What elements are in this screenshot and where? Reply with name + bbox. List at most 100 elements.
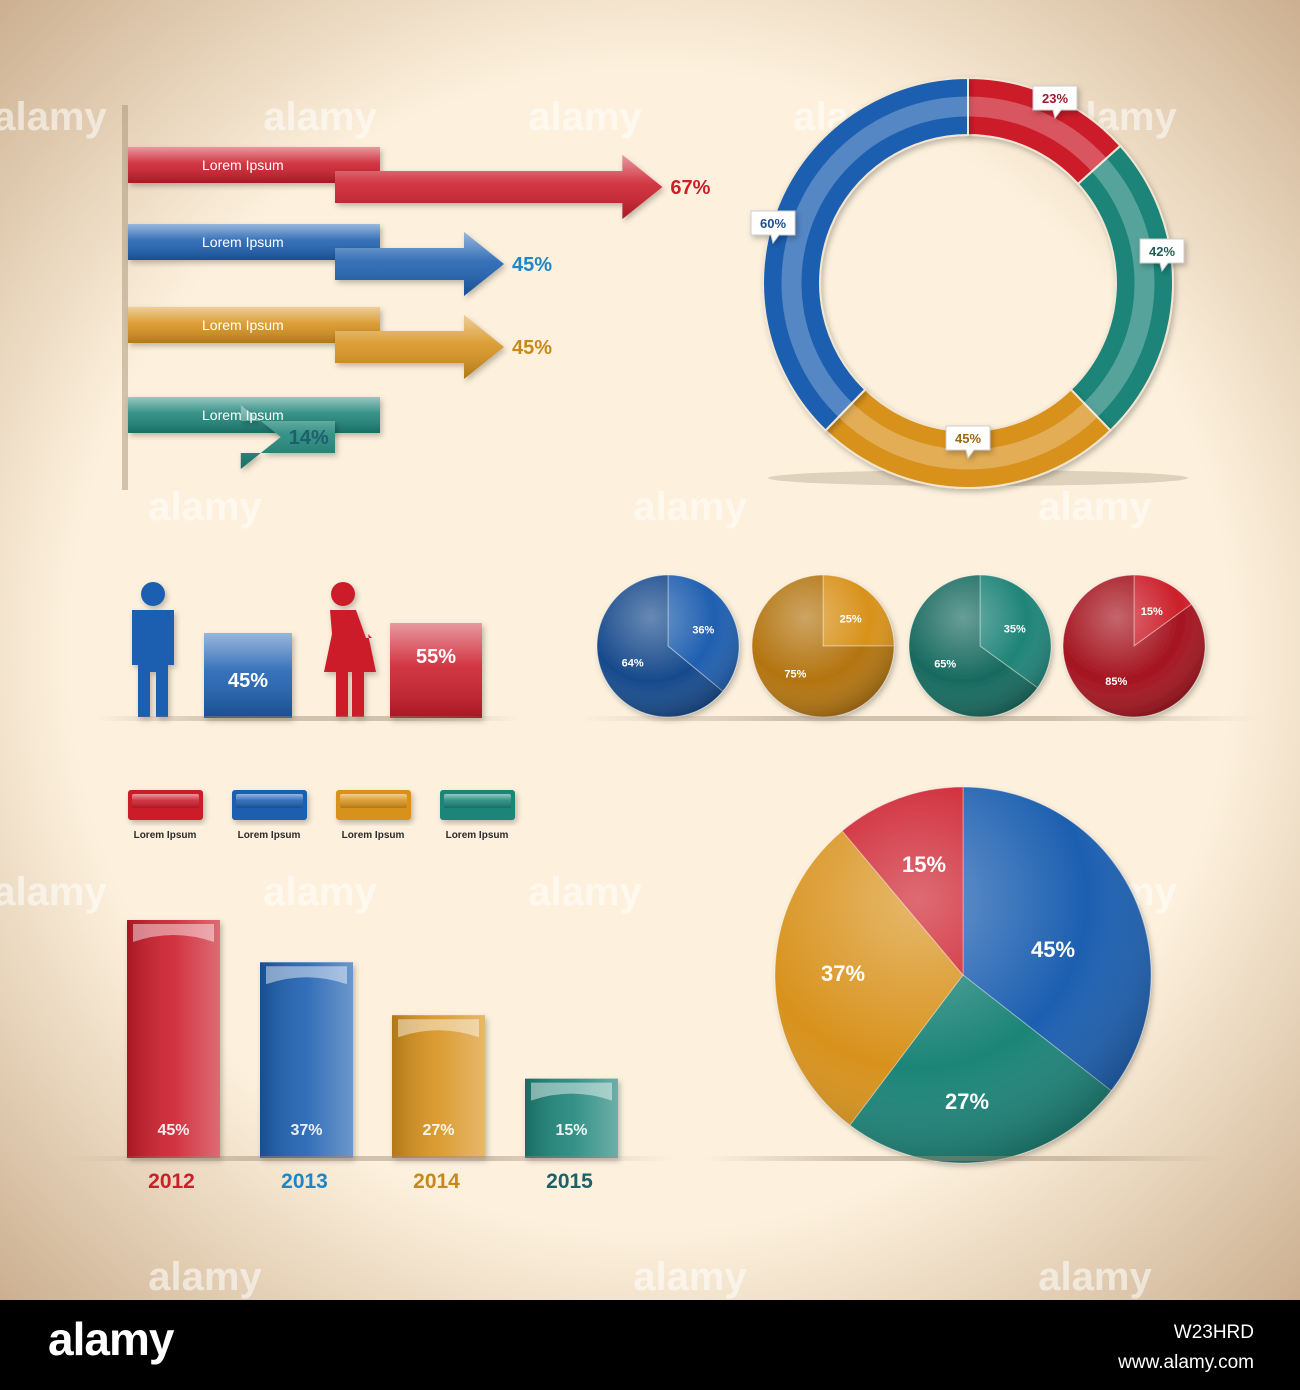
pie-slice-label: 27% bbox=[945, 1089, 989, 1114]
small-pie: 36%64% bbox=[596, 574, 740, 718]
legend-item: Lorem Ipsum bbox=[440, 790, 515, 841]
pie-gloss bbox=[775, 787, 1151, 1163]
arrow-bar-value: 45% bbox=[512, 337, 552, 359]
legend-label: Lorem Ipsum bbox=[134, 830, 197, 841]
female-value-label: 55% bbox=[416, 646, 456, 668]
small-pie-gloss bbox=[597, 575, 739, 717]
year-bar: 45% 2012 bbox=[127, 920, 220, 1193]
callout-bubble bbox=[1139, 238, 1185, 273]
year-bar-highlight bbox=[266, 966, 347, 985]
legend-swatch-gloss bbox=[340, 794, 407, 808]
watermark-text: alamy bbox=[633, 1255, 747, 1299]
callout-bubble bbox=[1032, 85, 1078, 120]
ring-gloss bbox=[781, 96, 1155, 470]
small-pies-baseline bbox=[578, 716, 1258, 721]
small-pies: 36%64%25%75%35%65%15%85% bbox=[596, 574, 1206, 718]
legend-swatch-gloss bbox=[444, 794, 511, 808]
year-bar-category: 2014 bbox=[413, 1170, 460, 1193]
year-bar: 27% 2014 bbox=[392, 1015, 485, 1193]
arrow-bar-value: 45% bbox=[512, 254, 552, 276]
arrow-bar: Lorem Ipsum 67% bbox=[128, 147, 711, 219]
ring-callout: 45% bbox=[945, 425, 991, 460]
arrow-bar: Lorem Ipsum 45% bbox=[128, 224, 552, 296]
small-pie: 25%75% bbox=[751, 574, 895, 718]
year-bar-gloss bbox=[127, 920, 220, 1158]
year-bar-highlight bbox=[398, 1019, 479, 1038]
year-bar-gloss bbox=[260, 962, 353, 1158]
callout-label: 60% bbox=[760, 216, 786, 231]
watermark-text: alamy bbox=[528, 870, 642, 914]
small-pie: 35%65% bbox=[908, 574, 1052, 718]
small-pie: 15%85% bbox=[1062, 574, 1206, 718]
male-icon-head bbox=[141, 582, 165, 606]
male-icon bbox=[132, 582, 174, 717]
callout-label: 45% bbox=[955, 431, 981, 446]
year-bar-value: 27% bbox=[422, 1122, 454, 1139]
year-bar-value: 15% bbox=[555, 1122, 587, 1139]
watermark-text: alamy bbox=[263, 95, 377, 139]
image-code: W23HRD bbox=[1173, 1322, 1254, 1343]
arrow-bar: Lorem Ipsum 45% bbox=[128, 307, 552, 379]
year-bar-value: 37% bbox=[290, 1122, 322, 1139]
infographic-canvas: alamy alamy alamy alamy alamy alamy alamy alamy… bbox=[0, 0, 1300, 1300]
brand-logo: alamy bbox=[48, 1313, 174, 1365]
arrow-bar-shape-gloss bbox=[335, 155, 663, 219]
arrow-chart: Lorem Ipsum 67% Lorem Ipsum 45% Lorem Ipsum 4… bbox=[122, 105, 711, 490]
watermark-text: alamy bbox=[263, 870, 377, 914]
year-bar-value: 45% bbox=[157, 1122, 189, 1139]
pie-chart: 45% 27% 37% 15% bbox=[774, 786, 1152, 1164]
legend: Lorem Ipsum Lorem Ipsum Lorem Ipsum Lorem I… bbox=[128, 790, 515, 841]
legend-item: Lorem Ipsum bbox=[336, 790, 411, 841]
pie-slice-label: 45% bbox=[1031, 937, 1075, 962]
callout-label: 23% bbox=[1042, 91, 1068, 106]
pie-baseline bbox=[705, 1156, 1220, 1161]
gender-chart: 45% 55% bbox=[132, 582, 482, 718]
arrow-bar-shape-gloss bbox=[335, 315, 504, 379]
watermark-text: alamy bbox=[528, 95, 642, 139]
year-bar-category: 2015 bbox=[546, 1170, 593, 1193]
watermark-text: alamy bbox=[1038, 1255, 1152, 1299]
arrow-bar-shape-gloss bbox=[335, 232, 504, 296]
bar-baseline bbox=[65, 1156, 675, 1161]
small-pie-gloss bbox=[909, 575, 1051, 717]
year-bar-gloss bbox=[392, 1015, 485, 1158]
year-bar-category: 2012 bbox=[148, 1170, 195, 1193]
arrow-bar-value: 14% bbox=[289, 427, 329, 449]
female-icon-body bbox=[324, 610, 376, 717]
arrow-bar: Lorem Ipsum 14% bbox=[128, 397, 380, 469]
ring-segment bbox=[762, 76, 969, 432]
arrow-bar-label: Lorem Ipsum bbox=[202, 157, 284, 173]
legend-swatch-gloss bbox=[132, 794, 199, 808]
legend-label: Lorem Ipsum bbox=[238, 830, 301, 841]
ring-callout: 23% bbox=[1032, 85, 1078, 120]
watermark-text: alamy bbox=[0, 870, 107, 914]
female-icon bbox=[324, 582, 376, 717]
year-bar: 15% 2015 bbox=[525, 1078, 618, 1193]
watermark-text: alamy bbox=[633, 485, 747, 529]
male-value-label: 45% bbox=[228, 670, 268, 692]
callout-label: 42% bbox=[1149, 244, 1175, 259]
ring-callout: 42% bbox=[1139, 238, 1185, 273]
year-bar-highlight bbox=[531, 1082, 612, 1101]
brand-url: www.alamy.com bbox=[1118, 1352, 1254, 1373]
brand-bar bbox=[0, 1300, 1300, 1390]
arrow-bar-value: 67% bbox=[670, 177, 710, 199]
year-bar-category: 2013 bbox=[281, 1170, 328, 1193]
arrow-chart-axis bbox=[122, 105, 128, 490]
small-pie-gloss bbox=[752, 575, 894, 717]
callout-bubble bbox=[945, 425, 991, 460]
arrow-bar-gloss bbox=[128, 397, 380, 433]
female-icon-head bbox=[331, 582, 355, 606]
pie-slice-label: 37% bbox=[821, 961, 865, 986]
arrow-bar-label: Lorem Ipsum bbox=[202, 317, 284, 333]
legend-item: Lorem Ipsum bbox=[128, 790, 203, 841]
arrow-bar-shape-gloss bbox=[240, 405, 335, 469]
female-value-box-gloss bbox=[390, 623, 482, 718]
watermark-text: alamy bbox=[0, 95, 107, 139]
year-bar: 37% 2013 bbox=[260, 962, 353, 1193]
watermark-text: alamy bbox=[148, 1255, 262, 1299]
watermark-text: alamy bbox=[148, 485, 262, 529]
legend-label: Lorem Ipsum bbox=[342, 830, 405, 841]
watermark-text: alamy bbox=[1038, 485, 1152, 529]
small-pie-gloss bbox=[1063, 575, 1205, 717]
